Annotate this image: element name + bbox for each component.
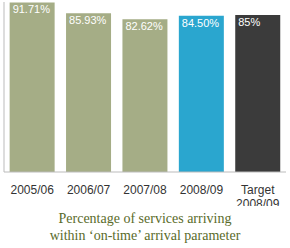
svg-text:2005/06: 2005/06	[11, 183, 55, 197]
svg-text:91.71%: 91.71%	[13, 3, 51, 15]
svg-text:2008/09: 2008/09	[180, 183, 224, 197]
svg-text:2007/08: 2007/08	[123, 183, 167, 197]
svg-text:2006/07: 2006/07	[67, 183, 111, 197]
html-text:Percentage of services arrivin: Percentage of services arriving within ‘…	[49, 211, 241, 243]
svg-text:85%: 85%	[238, 16, 260, 28]
svg-text:84.50%: 84.50%	[182, 17, 220, 29]
svg-text:Target2008/09: Target2008/09	[236, 183, 280, 206]
svg-text:82.62%: 82.62%	[125, 20, 163, 32]
svg-text:85.93%: 85.93%	[69, 14, 107, 26]
